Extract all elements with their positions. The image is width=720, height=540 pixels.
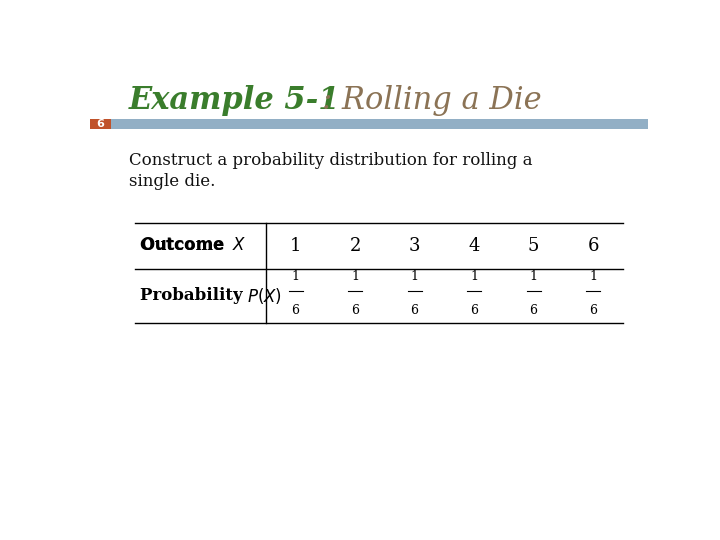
Text: 5: 5: [528, 237, 539, 255]
Text: 6: 6: [589, 303, 597, 316]
Text: 1: 1: [410, 269, 418, 282]
Text: 6: 6: [588, 237, 599, 255]
Text: 3: 3: [409, 237, 420, 255]
Text: Example 5-1: Example 5-1: [129, 85, 341, 116]
Text: 6: 6: [96, 119, 104, 129]
Text: 1: 1: [530, 269, 538, 282]
Text: 6: 6: [410, 303, 418, 316]
Text: $\bf{Outcome}$: $\bf{Outcome}$: [140, 237, 226, 254]
Text: 1: 1: [289, 237, 301, 255]
Text: Construct a probability distribution for rolling a: Construct a probability distribution for…: [129, 152, 533, 169]
Text: 1: 1: [589, 269, 597, 282]
Text: 6: 6: [351, 303, 359, 316]
Text: 6: 6: [530, 303, 538, 316]
Text: single die.: single die.: [129, 173, 215, 190]
Text: 1: 1: [470, 269, 478, 282]
Text: : Rolling a Die: : Rolling a Die: [322, 85, 541, 116]
Text: Outcome: Outcome: [140, 237, 230, 254]
Text: 1: 1: [292, 269, 300, 282]
FancyBboxPatch shape: [90, 119, 111, 129]
Text: 1: 1: [351, 269, 359, 282]
Text: 4: 4: [469, 237, 480, 255]
Text: $X$: $X$: [233, 237, 247, 254]
Text: Probability: Probability: [140, 287, 248, 304]
FancyBboxPatch shape: [90, 119, 648, 129]
Text: 2: 2: [349, 237, 361, 255]
Text: 6: 6: [470, 303, 478, 316]
Text: $P(X)$: $P(X)$: [248, 286, 282, 306]
Text: 6: 6: [292, 303, 300, 316]
